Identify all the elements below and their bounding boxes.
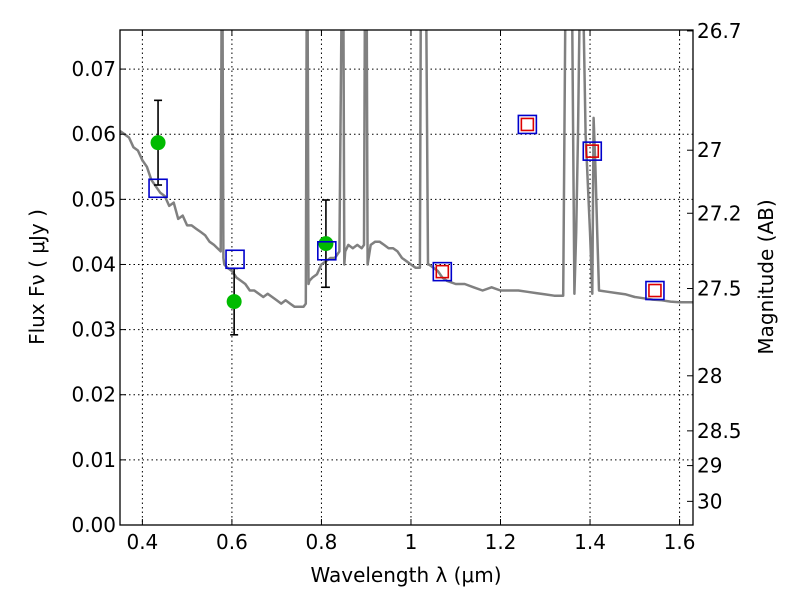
synthetic-photometry-square: [517, 114, 538, 135]
right-tick-label: 30: [697, 489, 722, 513]
x-tick-label: 1.6: [664, 530, 696, 554]
model-photometry-square: [648, 283, 662, 298]
right-tick-label: 27.5: [697, 277, 742, 301]
synthetic-photometry-square: [645, 280, 665, 301]
synthetic-photometry-square: [582, 141, 603, 161]
model-photometry-square: [435, 264, 450, 279]
model-photometry-square: [585, 144, 600, 158]
tick-layer: [120, 30, 693, 526]
synthetic-photometry-square: [148, 178, 168, 199]
right-axis-label: Magnitude (AB): [754, 199, 778, 354]
x-tick-label: 0.6: [216, 530, 248, 554]
observed-point: [318, 236, 334, 252]
plot-background: [120, 30, 693, 525]
y-tick-label: 0.00: [71, 513, 116, 537]
synthetic-photometry-square: [317, 240, 337, 261]
right-tick-label: 28: [697, 364, 722, 388]
plot-frame: [119, 29, 694, 526]
x-axis-label: Wavelength λ (μm): [310, 563, 501, 587]
model-spectrum-layer: [120, 30, 693, 309]
synthetic-photometry-square: [225, 249, 245, 270]
x-tick-label: 0.8: [306, 530, 338, 554]
synthetic-photometry-square: [432, 261, 453, 282]
right-tick-label: 28.5: [697, 419, 742, 443]
observed-point: [226, 294, 242, 310]
x-tick-label: 1.4: [574, 530, 606, 554]
right-tick-label: 27: [697, 138, 722, 162]
model-spectrum-line: [120, 30, 693, 309]
x-tick-label: 1.2: [485, 530, 517, 554]
marker-layer: [148, 99, 665, 336]
y-tick-label: 0.07: [71, 57, 116, 81]
y-tick-label: 0.06: [71, 122, 116, 146]
observed-point: [150, 135, 166, 151]
x-tick-label: 0.4: [126, 530, 158, 554]
y-tick-label: 0.04: [71, 252, 116, 276]
right-tick-label: 27.2: [697, 201, 742, 225]
y-tick-label: 0.03: [71, 318, 116, 342]
right-tick-label: 26.7: [697, 19, 742, 43]
right-tick-label: 29: [697, 454, 722, 478]
model-photometry-square: [520, 117, 535, 132]
y-tick-label: 0.02: [71, 383, 116, 407]
label-layer: 0.4 0.6 0.8 1 1.2 1.4 1.6 0.00 0.01 0.02 0.03 0.04 0…: [71, 19, 741, 554]
y-axis-label: Flux Fν ( μJy ): [25, 209, 49, 345]
x-tick-label: 1: [405, 530, 418, 554]
y-tick-label: 0.05: [71, 187, 116, 211]
y-tick-label: 0.01: [71, 448, 116, 472]
